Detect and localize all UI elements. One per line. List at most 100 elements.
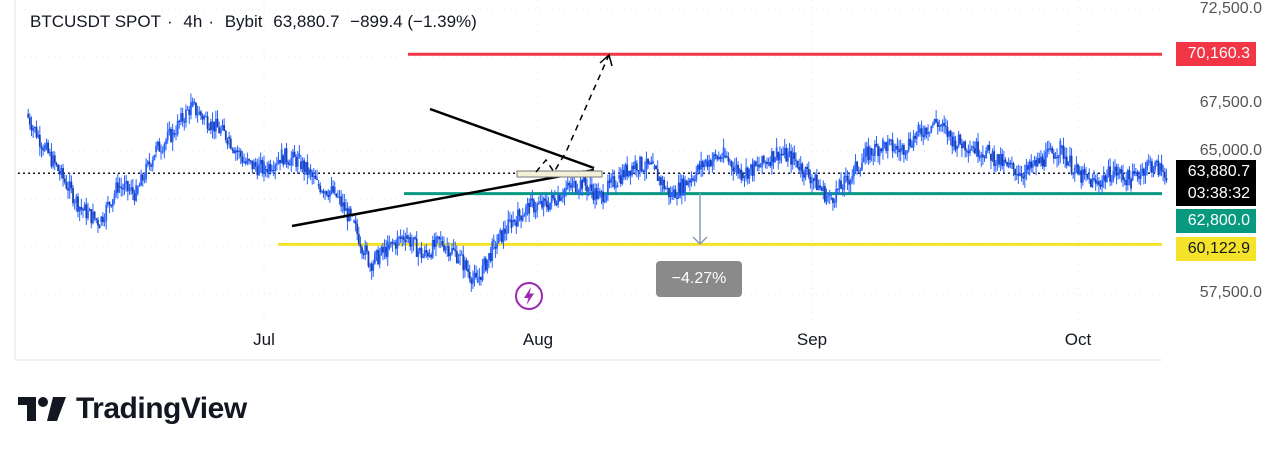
tradingview-logo-icon [18,397,66,421]
candle-body [455,251,458,263]
candle-body [576,191,579,193]
candle-body [1096,181,1099,185]
candle-body [778,153,781,161]
candle-body [301,160,304,170]
symbol-name[interactable]: BTCUSDT SPOT [30,12,161,31]
candle-body [828,194,831,196]
candle-body [894,145,897,150]
candle-body [782,154,784,156]
candle-body [238,150,240,152]
candle-body [175,134,177,136]
candle-body [954,140,957,150]
time-axis-label: Jul [253,330,275,349]
candle-body [226,139,229,145]
candle-body [236,150,239,152]
candle-body [938,125,941,127]
candle-body [766,161,768,165]
candle-body [745,167,748,177]
measure-label[interactable]: −4.27% [656,261,742,297]
candle-body [233,150,236,154]
candle-body [158,141,161,152]
candle-body [1144,170,1147,176]
candle-body [161,151,164,153]
candle-body [143,179,146,181]
candle-body [201,115,204,120]
candle-body [1051,147,1054,154]
brand-name: TradingView [76,392,247,425]
candle-body [774,157,776,163]
candle-body [603,200,606,203]
candle-body [241,156,244,163]
candle-body [701,161,704,168]
candle-body [977,141,979,157]
candle-body [608,180,611,183]
candle-body [1131,171,1134,181]
candle-body [677,182,680,199]
time-axis-label: Sep [796,330,828,349]
candle-body [993,151,996,166]
chart-area[interactable]: BTCUSDT SPOT · 4h · Bybit 63,880.7 −899.4 … [0,0,1280,365]
candle-body [47,142,50,153]
candle-body [793,152,796,160]
interval-label[interactable]: 4h [183,12,203,31]
candle-body [812,178,815,181]
candle-body [830,197,833,200]
candle-body [912,135,915,148]
candle-body [629,170,632,176]
candle-body [1009,162,1012,165]
candle-body [1106,175,1108,182]
candle-body [589,184,592,189]
candle-body [234,150,237,154]
candle-body [967,151,970,154]
candle-body [700,161,703,170]
candle-body [494,246,497,249]
candle-body [1011,163,1013,165]
candle-body [293,151,296,158]
candle-body [504,228,506,234]
candle-body [762,155,765,163]
candle-body [668,187,670,198]
candle-body [932,123,934,126]
price-chart[interactable] [0,0,1280,365]
candle-body [523,214,526,217]
lightning-icon[interactable] [514,281,544,311]
candle-body [758,164,760,168]
candle-body [592,190,595,201]
candle-body [116,182,119,193]
candle-body [856,161,859,172]
candle-body [492,239,495,242]
candle-body [151,160,154,167]
candle-body [1046,148,1049,152]
candle-body [682,178,685,194]
candle-body [890,139,892,141]
candle-body [83,204,86,211]
candle-body [579,180,582,191]
candle-body [801,163,804,175]
candle-body [183,121,186,123]
candle-body [178,120,181,122]
tradingview-logo[interactable]: TradingView [18,392,247,426]
candle-body [1110,179,1113,182]
candle-body [671,195,674,197]
candle-body [719,156,722,159]
candle-body [354,220,357,224]
candle-body [957,134,960,146]
candle-body [660,177,662,186]
candle-body [643,170,646,172]
candle-body [465,260,468,269]
candle-body [256,166,259,176]
candle-body [557,194,559,205]
candle-body [1104,175,1107,182]
candle-body [640,156,643,171]
candle-body [53,155,56,163]
candle-body [732,167,735,172]
candle-body [1075,164,1078,168]
candle-body [57,164,59,172]
candle-body [115,182,118,194]
candle-body [737,164,739,174]
candle-body [337,196,339,198]
candle-body [865,146,868,156]
candle-body [570,185,572,188]
candle-body [956,145,958,150]
candle-body [1109,166,1112,182]
